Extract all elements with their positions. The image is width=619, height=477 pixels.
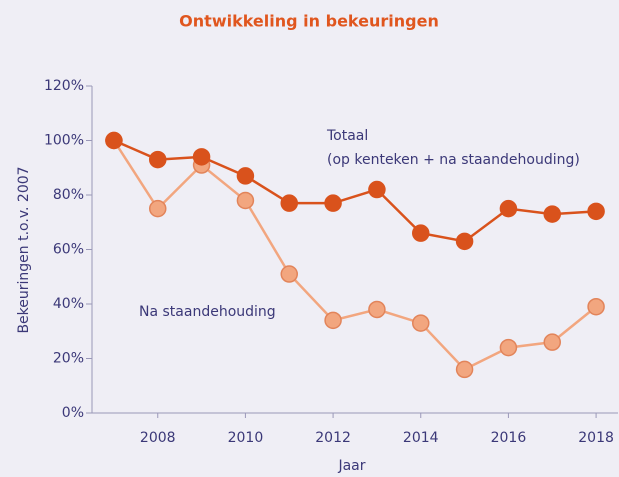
data-point [149,150,167,169]
data-point [280,194,298,212]
data-point [587,202,605,221]
data-point [587,297,605,316]
y-axis-label: Bekeuringen t.o.v. 2007 [16,166,32,333]
x-tick-label: 2018 [578,430,614,446]
x-tick-label: 2014 [403,430,439,446]
data-point [543,333,561,351]
y-tick-label: 40% [53,296,84,312]
y-tick-label: 100% [44,133,84,149]
data-point [324,311,342,330]
annotation: Na staandehouding [139,304,276,320]
y-tick-label: 60% [53,242,84,258]
data-point [499,199,518,218]
annotation: (op kenteken + na staandehouding) [327,152,580,168]
data-point [149,199,167,218]
data-point [236,167,255,185]
data-point [412,224,430,242]
data-point [368,180,386,199]
y-tick-label: 20% [53,351,84,367]
data-point [236,191,255,210]
x-tick-label: 2016 [491,430,527,446]
data-point [368,300,386,319]
y-tick-label: 0% [62,405,84,421]
data-point [455,232,474,251]
data-point [543,205,561,223]
data-point [280,265,298,283]
data-point [192,148,211,166]
x-axis-label: Jaar [337,458,365,474]
annotation: Totaal [326,128,368,144]
y-tick-label: 120% [44,78,84,94]
x-tick-label: 2010 [228,430,264,446]
data-point [499,338,518,357]
x-tick-label: 2012 [315,430,351,446]
data-point [455,360,474,379]
data-point [105,131,123,150]
x-tick-label: 2008 [140,430,176,446]
series-line [112,139,597,371]
y-tick-label: 80% [53,187,84,203]
chart-title: Ontwikkeling in bekeuringen [179,12,439,31]
data-point [324,194,342,212]
data-point [412,314,430,332]
